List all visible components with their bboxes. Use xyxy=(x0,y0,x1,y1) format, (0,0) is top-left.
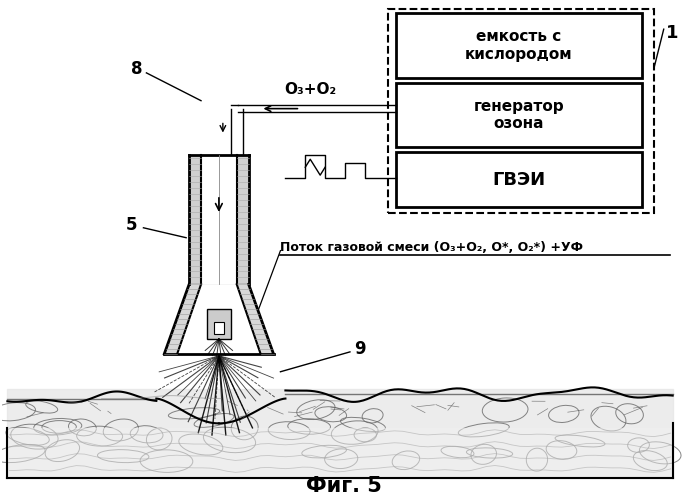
Text: O₃+O₂: O₃+O₂ xyxy=(284,82,336,96)
Text: генератор
озона: генератор озона xyxy=(473,99,564,132)
Bar xyxy=(388,10,654,213)
Bar xyxy=(396,152,642,207)
Text: 5: 5 xyxy=(126,216,138,234)
Text: ГВЭИ: ГВЭИ xyxy=(492,170,546,188)
Text: емкость с
кислородом: емкость с кислородом xyxy=(465,30,572,62)
Bar xyxy=(207,309,230,339)
Polygon shape xyxy=(201,156,237,284)
Text: Поток газовой смеси (O₃+O₂, O*, O₂*) +УФ: Поток газовой смеси (O₃+O₂, O*, O₂*) +УФ xyxy=(281,241,583,254)
Bar xyxy=(396,83,642,148)
Text: Фиг. 5: Фиг. 5 xyxy=(306,476,382,496)
Text: 1: 1 xyxy=(666,24,678,42)
Polygon shape xyxy=(164,284,274,354)
Polygon shape xyxy=(178,284,261,354)
Bar xyxy=(214,322,224,334)
Bar xyxy=(396,14,642,78)
Polygon shape xyxy=(189,156,248,284)
Text: 8: 8 xyxy=(131,60,142,78)
Text: 9: 9 xyxy=(354,340,366,358)
